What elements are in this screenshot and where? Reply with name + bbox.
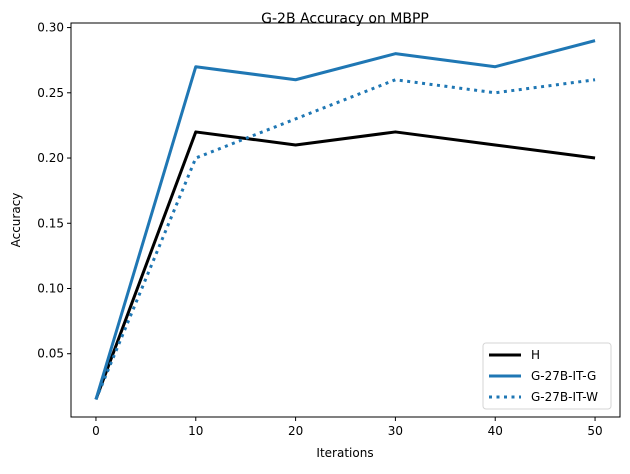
y-axis-ticks: 0.05 0.10 0.15 0.20 0.25 0.30: [37, 21, 71, 361]
y-tick-label: 0.15: [37, 216, 64, 230]
series-lines: [94, 39, 596, 400]
x-tick-label: 0: [92, 424, 100, 438]
y-axis-label: Accuracy: [9, 193, 23, 248]
x-axis-label: Iterations: [316, 446, 373, 460]
plot-frame: [70, 22, 621, 418]
y-tick-label: 0.05: [37, 347, 64, 361]
series-line-1: [94, 39, 596, 400]
legend-label: G-27B-IT-G: [531, 369, 596, 383]
legend: H G-27B-IT-G G-27B-IT-W: [482, 342, 612, 410]
x-tick-label: 10: [188, 424, 203, 438]
series-line-2: [94, 78, 596, 400]
y-tick-label: 0.10: [37, 281, 64, 295]
legend-box: [482, 342, 612, 410]
x-tick-label: 20: [288, 424, 303, 438]
legend-label: G-27B-IT-W: [531, 390, 598, 404]
y-tick-label: 0.20: [37, 151, 64, 165]
x-tick-label: 40: [488, 424, 503, 438]
legend-label: H: [531, 348, 540, 362]
series-line-0: [94, 130, 596, 400]
y-tick-label: 0.30: [37, 21, 64, 35]
x-tick-label: 50: [587, 424, 602, 438]
x-axis-ticks: 0 10 20 30 40 50: [92, 417, 603, 438]
x-tick-label: 30: [388, 424, 403, 438]
chart-title: G-2B Accuracy on MBPP: [261, 11, 429, 27]
y-tick-label: 0.25: [37, 86, 64, 100]
